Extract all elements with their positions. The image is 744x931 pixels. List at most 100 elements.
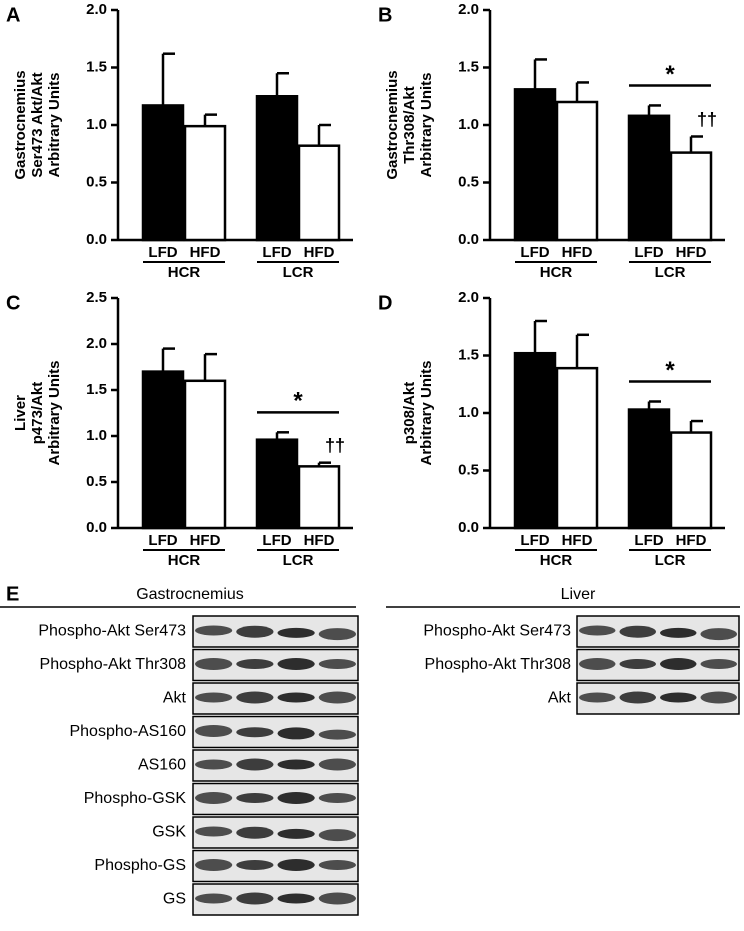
blot-band xyxy=(195,826,233,837)
panel-letter: C xyxy=(6,292,20,314)
blot-band xyxy=(195,759,233,770)
blot-band xyxy=(579,625,616,636)
bar xyxy=(297,144,341,242)
x-tick-label: HFD xyxy=(676,244,707,261)
blot-band xyxy=(236,727,274,738)
blot-band xyxy=(195,692,233,703)
group-label: HCR xyxy=(540,264,573,281)
annotation: * xyxy=(293,388,303,415)
blot-band xyxy=(660,658,697,670)
x-tick-label: LFD xyxy=(262,532,291,549)
blot-row-label: Phospho-AS160 xyxy=(69,723,186,740)
bar xyxy=(513,351,557,530)
group-label: HCR xyxy=(540,552,573,569)
blot-band xyxy=(579,692,616,703)
blot-band xyxy=(318,729,356,740)
y-tick-label: 1.0 xyxy=(86,116,107,133)
y-axis-label: Arbitrary Units xyxy=(46,72,63,177)
panel-letter: D xyxy=(378,292,392,314)
blot-band xyxy=(195,658,233,670)
x-tick-label: HFD xyxy=(562,532,593,549)
group-label: HCR xyxy=(168,552,201,569)
blot-band xyxy=(277,893,315,904)
blot-row-label: Phospho-Akt Ser473 xyxy=(38,623,186,640)
x-tick-label: HFD xyxy=(676,532,707,549)
bar xyxy=(555,100,599,242)
bar xyxy=(555,366,599,530)
y-tick-label: 0.0 xyxy=(86,519,107,536)
y-axis-label: p308/Akt xyxy=(401,382,418,445)
blot-band xyxy=(277,792,315,804)
group-label: LCR xyxy=(655,264,686,281)
x-tick-label: LFD xyxy=(148,532,177,549)
blot-band xyxy=(318,860,356,870)
y-tick-label: 0.5 xyxy=(86,473,107,490)
blot-band xyxy=(277,627,315,638)
blot-band xyxy=(236,860,274,870)
blot-title: Gastrocnemius xyxy=(136,586,244,603)
y-axis-label: Arbitrary Units xyxy=(46,360,63,465)
y-tick-label: 1.5 xyxy=(86,381,107,398)
annotation: †† xyxy=(697,109,717,129)
blot-band xyxy=(195,725,233,737)
y-axis-label: p473/Akt xyxy=(29,382,46,445)
x-tick-label: LFD xyxy=(262,244,291,261)
blot-band xyxy=(619,625,656,638)
group-label: HCR xyxy=(168,264,201,281)
blot-band xyxy=(277,759,315,770)
blot-band xyxy=(277,828,315,839)
blot-row-label: Phospho-Akt Thr308 xyxy=(40,656,187,673)
bar xyxy=(183,124,227,242)
bar xyxy=(627,408,671,530)
x-tick-label: HFD xyxy=(190,244,221,261)
blot-band xyxy=(195,893,233,904)
blot-title: Liver xyxy=(561,586,596,603)
blot-band xyxy=(195,625,233,636)
blot-band xyxy=(619,691,656,704)
y-axis-label: Gastrocnemius xyxy=(384,70,401,179)
blot-band xyxy=(318,758,356,771)
y-axis-label: Arbitrary Units xyxy=(418,360,435,465)
blot-band xyxy=(195,859,233,871)
y-tick-label: 0.5 xyxy=(86,173,107,190)
x-tick-label: HFD xyxy=(304,244,335,261)
blot-band xyxy=(236,758,274,771)
x-tick-label: LFD xyxy=(148,244,177,261)
x-tick-label: LFD xyxy=(634,244,663,261)
bar xyxy=(141,104,185,242)
x-tick-label: LFD xyxy=(634,532,663,549)
y-tick-label: 1.5 xyxy=(458,346,479,363)
blot-band xyxy=(318,793,356,803)
y-tick-label: 0.0 xyxy=(458,231,479,248)
blot-band xyxy=(318,659,356,669)
blot-row-label: Phospho-Akt Ser473 xyxy=(423,623,571,640)
blot-band xyxy=(195,792,233,804)
blot-band xyxy=(318,829,356,842)
y-tick-label: 0.0 xyxy=(86,231,107,248)
blot-row-label: Phospho-GS xyxy=(94,857,186,874)
blot-band xyxy=(318,691,356,704)
blot-row-label: GSK xyxy=(152,824,186,841)
blot-row-label: Phospho-GSK xyxy=(84,790,187,807)
x-tick-label: HFD xyxy=(190,532,221,549)
annotation: * xyxy=(665,61,675,88)
blot-band xyxy=(277,727,315,740)
y-tick-label: 1.5 xyxy=(458,58,479,75)
bar xyxy=(255,95,299,242)
y-tick-label: 1.0 xyxy=(458,404,479,421)
y-axis-label: Liver xyxy=(12,395,29,431)
annotation: †† xyxy=(325,435,345,455)
x-tick-label: HFD xyxy=(562,244,593,261)
y-tick-label: 2.0 xyxy=(86,1,107,18)
bar xyxy=(141,370,185,530)
blot-band xyxy=(660,692,697,703)
panel-letter: A xyxy=(6,4,20,26)
blot-row-label: AS160 xyxy=(138,757,186,774)
blot-band xyxy=(700,628,737,641)
y-axis-label: Ser473 Akt/Akt xyxy=(29,72,46,177)
bar xyxy=(513,88,557,242)
y-tick-label: 1.0 xyxy=(86,427,107,444)
bar xyxy=(255,438,299,530)
blot-row-label: GS xyxy=(163,891,186,908)
